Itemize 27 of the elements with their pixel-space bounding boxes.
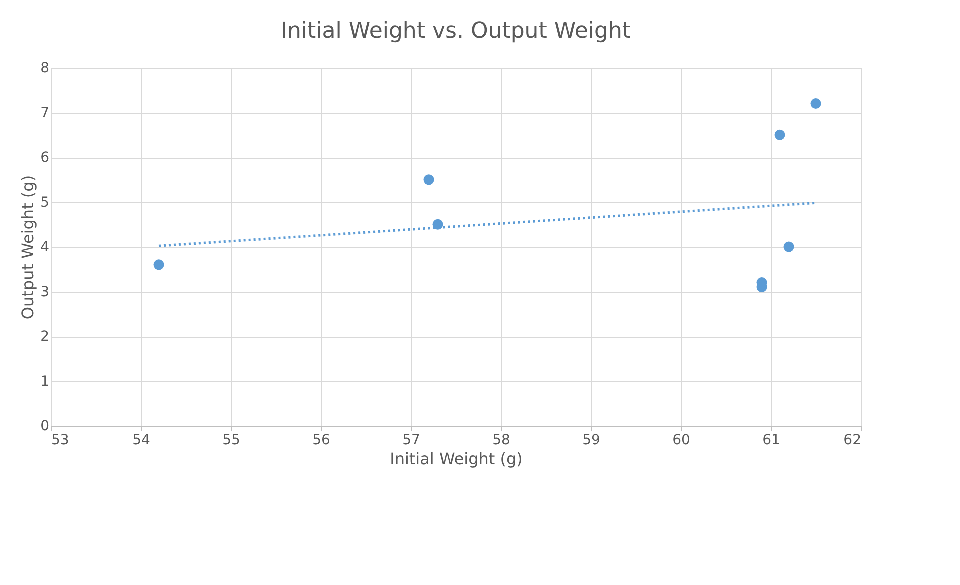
x-tick-label: 55 [222, 432, 240, 448]
y-tick-label: 7 [40, 105, 50, 122]
point [154, 260, 164, 270]
point [784, 242, 794, 252]
point [774, 130, 786, 140]
y-tick-label: 2 [40, 329, 50, 345]
x-tick-label: 53 [52, 432, 70, 448]
y-tick-label: 8 [40, 60, 50, 76]
x-tick-label: 60 [672, 432, 690, 448]
chart-title: Initial Weight vs. Output Weight [280, 19, 632, 44]
point [424, 174, 434, 186]
y-tick-label: 6 [40, 150, 50, 166]
point [810, 98, 822, 110]
x-tick-label: 54 [132, 432, 150, 448]
y-axis-title: Output Weight (g) [18, 175, 38, 320]
x-tick-label: 56 [312, 432, 330, 448]
y-tick-label: 0 [40, 418, 50, 434]
y-tick-label: 3 [40, 284, 50, 300]
x-tick-label: 61 [762, 432, 780, 448]
y-tick-label: 5 [40, 194, 50, 211]
y-tick-label: 4 [40, 240, 50, 256]
x-tick-label: 58 [492, 432, 510, 448]
x-tick-label: 62 [844, 432, 862, 448]
x-tick-label: 59 [582, 432, 600, 448]
x-tick-label: 57 [402, 432, 420, 448]
x-axis-title: Initial Weight (g) [390, 450, 523, 468]
y-tick-label: 1 [40, 374, 50, 390]
